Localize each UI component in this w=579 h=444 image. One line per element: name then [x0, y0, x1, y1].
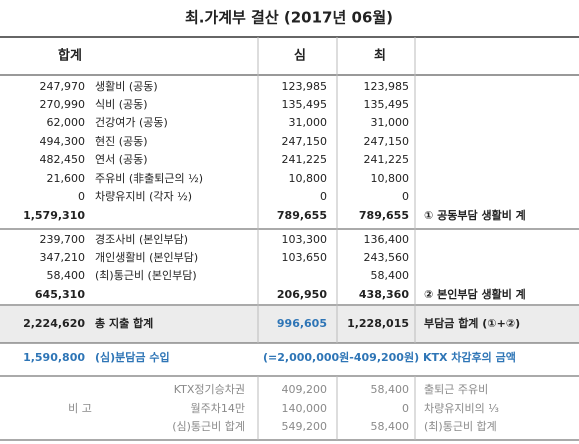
header-choi: 최 — [374, 49, 386, 64]
cell-choi: 123,985 — [364, 80, 410, 93]
cell-sim: 409,200 — [282, 383, 328, 396]
cell-choi: 58,400 — [371, 420, 410, 433]
cell-sim: 996,605 — [277, 317, 327, 330]
column-dividers — [257, 37, 416, 440]
cell-note: 부담금 합계 (①+②) — [424, 316, 520, 330]
cell-total: 62,000 — [47, 116, 86, 129]
cell-item: 식비 (공동) — [95, 98, 148, 111]
cell-choi: 241,225 — [364, 153, 410, 166]
cell-total: 0 — [78, 190, 85, 203]
title: 최.가계부 결산 (2017년 06월) — [185, 9, 393, 27]
cell-choi: 58,400 — [371, 383, 410, 396]
header-total: 합계 — [58, 48, 82, 64]
cell-sim: 789,655 — [277, 209, 327, 222]
cell-sim: 241,225 — [282, 153, 328, 166]
cell-choi: 136,400 — [364, 233, 410, 246]
cell-item: 현진 (공동) — [95, 135, 148, 148]
cell-total: 58,400 — [47, 269, 86, 282]
cell-total: 482,450 — [40, 153, 86, 166]
cell-sim: 123,985 — [282, 80, 328, 93]
cell-sim: 206,950 — [277, 288, 327, 301]
cell-total: 1,579,310 — [23, 209, 85, 222]
cell-sim: 103,650 — [282, 251, 328, 264]
cell-note: 출퇴근 주유비 — [424, 383, 488, 396]
cell-choi: 58,400 — [371, 269, 410, 282]
cell-total: 2,224,620 — [23, 317, 85, 330]
cell-choi: 789,655 — [359, 209, 409, 222]
cell-item: 건강여가 (공동) — [95, 116, 168, 129]
cell-choi: 247,150 — [364, 135, 410, 148]
cell-total: 347,210 — [40, 251, 86, 264]
cell-sim: 140,000 — [282, 402, 328, 415]
cell-sim: 103,300 — [282, 233, 328, 246]
cell-item: (심)통근비 합계 — [172, 420, 245, 433]
cell-note: 차량유지비의 ⅓ — [424, 402, 499, 415]
cell-item: (심)분담금 수입 — [95, 350, 170, 364]
cell-item: 생활비 (공동) — [95, 79, 158, 93]
cell-total: 270,990 — [40, 98, 86, 111]
cell-sim: 10,800 — [289, 172, 328, 185]
cell-item: 개인생활비 (본인부담) — [95, 250, 198, 264]
cell-choi: 31,000 — [371, 116, 410, 129]
cell-total: 247,970 — [40, 80, 86, 93]
cell-item: 경조사비 (본인부담) — [95, 233, 188, 246]
cell-note: (=2,000,000원-409,200원) KTX 차감후의 금액 — [263, 350, 516, 364]
cell-total: 494,300 — [40, 135, 86, 148]
cell-choi: 243,560 — [364, 251, 410, 264]
cell-sim: 247,150 — [282, 135, 328, 148]
cell-choi: 10,800 — [371, 172, 410, 185]
cell-choi: 135,495 — [364, 98, 410, 111]
total-row-bg — [0, 306, 579, 343]
cell-total: 1,590,800 — [23, 351, 85, 364]
cell-total: 239,700 — [40, 233, 86, 246]
cell-choi: 1,228,015 — [347, 317, 409, 330]
cell-item: 차량유지비 (각자 ½) — [95, 190, 192, 203]
cell-note: (최)통근비 합계 — [424, 420, 497, 433]
cell-choi: 438,360 — [359, 288, 409, 301]
cell-choi: 0 — [402, 190, 409, 203]
cell-note: ② 본인부담 생활비 계 — [424, 287, 526, 301]
cell-sim: 135,495 — [282, 98, 328, 111]
cell-item: KTX정기승차권 — [174, 383, 245, 396]
cell-sim: 549,200 — [282, 420, 328, 433]
cell-sim: 0 — [320, 190, 327, 203]
cell-note: ① 공동부담 생활비 계 — [424, 208, 526, 222]
cell-item: (최)통근비 (본인부담) — [95, 269, 197, 282]
cell-item: 총 지출 합계 — [95, 316, 153, 330]
cell-item: 월주차14만 — [191, 402, 245, 415]
cell-sim: 31,000 — [289, 116, 328, 129]
cell-total: 21,600 — [47, 172, 86, 185]
cell-item: 주유비 (非출퇴근의 ½) — [95, 172, 203, 185]
cell-item: 연서 (공동) — [95, 153, 148, 166]
cell-choi: 0 — [402, 402, 409, 415]
remarks-label: 비 고 — [68, 402, 92, 415]
cell-total: 645,310 — [35, 288, 85, 301]
header-sim: 심 — [294, 48, 306, 64]
